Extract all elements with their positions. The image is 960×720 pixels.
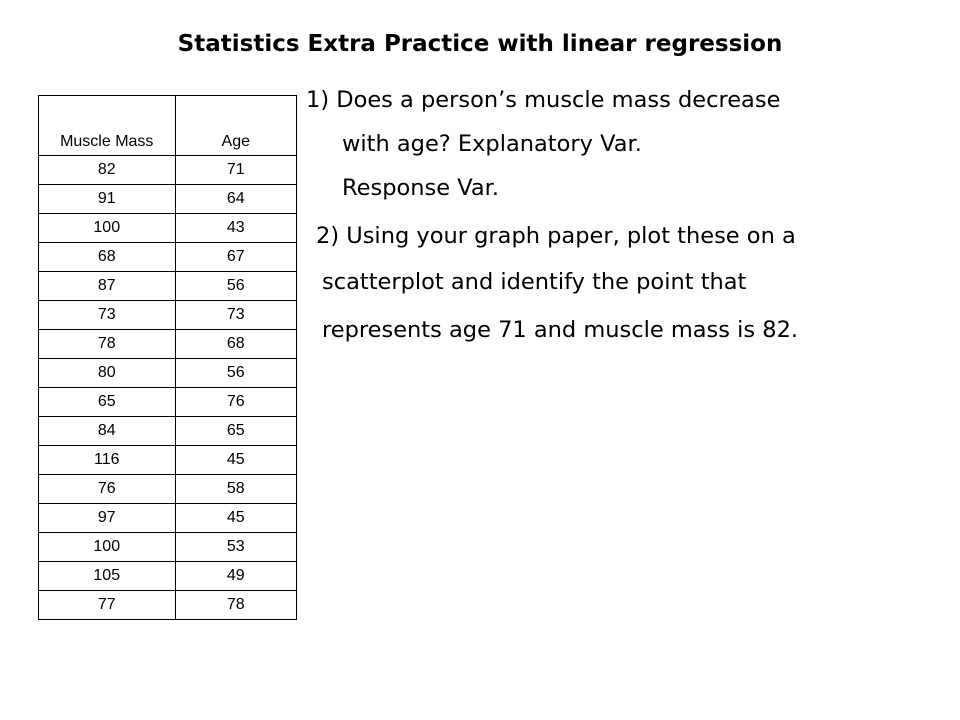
- age-cell: 43: [174, 213, 298, 243]
- muscle-mass-cell: 65: [38, 387, 176, 417]
- table-row: 82 71: [38, 155, 298, 185]
- header-muscle-mass: Muscle Mass: [38, 95, 176, 156]
- age-cell: 45: [174, 445, 298, 475]
- header-age: Age: [174, 95, 298, 156]
- slide-title: Statistics Extra Practice with linear re…: [177, 31, 783, 57]
- age-cell: 65: [174, 416, 298, 446]
- question-2-line-3: represents age 71 and muscle mass is 82.: [322, 317, 799, 343]
- table-row: 65 76: [38, 387, 298, 417]
- muscle-mass-cell: 68: [38, 242, 176, 272]
- muscle-mass-cell: 105: [38, 561, 176, 591]
- table-row: 84 65: [38, 416, 298, 446]
- age-cell: 56: [174, 271, 298, 301]
- table-row: 105 49: [38, 561, 298, 591]
- muscle-mass-cell: 73: [38, 300, 176, 330]
- question-2-line-2: scatterplot and identify the point that: [322, 269, 747, 295]
- question-1-line-3: Response Var.: [342, 175, 499, 201]
- muscle-mass-cell: 82: [38, 155, 176, 185]
- muscle-mass-cell: 100: [38, 532, 176, 562]
- muscle-mass-cell: 80: [38, 358, 176, 388]
- table-row: 73 73: [38, 300, 298, 330]
- age-cell: 56: [174, 358, 298, 388]
- age-cell: 67: [174, 242, 298, 272]
- age-cell: 68: [174, 329, 298, 359]
- age-cell: 71: [174, 155, 298, 185]
- muscle-mass-cell: 91: [38, 184, 176, 214]
- age-cell: 73: [174, 300, 298, 330]
- muscle-mass-cell: 77: [38, 590, 176, 620]
- table-row: 80 56: [38, 358, 298, 388]
- age-cell: 76: [174, 387, 298, 417]
- age-cell: 58: [174, 474, 298, 504]
- muscle-mass-cell: 76: [38, 474, 176, 504]
- muscle-mass-cell: 78: [38, 329, 176, 359]
- table-row: 87 56: [38, 271, 298, 301]
- age-cell: 53: [174, 532, 298, 562]
- table-row: 78 68: [38, 329, 298, 359]
- question-1-line-1: 1) Does a person’s muscle mass decrease: [306, 87, 781, 113]
- table-row: 91 64: [38, 184, 298, 214]
- question-2-line-1: 2) Using your graph paper, plot these on…: [316, 223, 796, 249]
- table-row: 77 78: [38, 590, 298, 620]
- muscle-mass-cell: 87: [38, 271, 176, 301]
- data-table: Muscle Mass Age 82 71 91 64 100 43 68 67…: [38, 95, 298, 620]
- muscle-mass-cell: 100: [38, 213, 176, 243]
- question-1-line-2: with age? Explanatory Var.: [342, 131, 642, 157]
- muscle-mass-cell: 84: [38, 416, 176, 446]
- age-cell: 49: [174, 561, 298, 591]
- table-row: 100 53: [38, 532, 298, 562]
- age-cell: 45: [174, 503, 298, 533]
- muscle-mass-cell: 116: [38, 445, 176, 475]
- table-body: 82 71 91 64 100 43 68 67 87 56 73 73 78 …: [38, 155, 298, 620]
- table-row: 97 45: [38, 503, 298, 533]
- table-row: 100 43: [38, 213, 298, 243]
- table-row: 76 58: [38, 474, 298, 504]
- age-cell: 78: [174, 590, 298, 620]
- muscle-mass-cell: 97: [38, 503, 176, 533]
- table-row: 68 67: [38, 242, 298, 272]
- table-header-row: Muscle Mass Age: [38, 95, 298, 156]
- table-row: 116 45: [38, 445, 298, 475]
- age-cell: 64: [174, 184, 298, 214]
